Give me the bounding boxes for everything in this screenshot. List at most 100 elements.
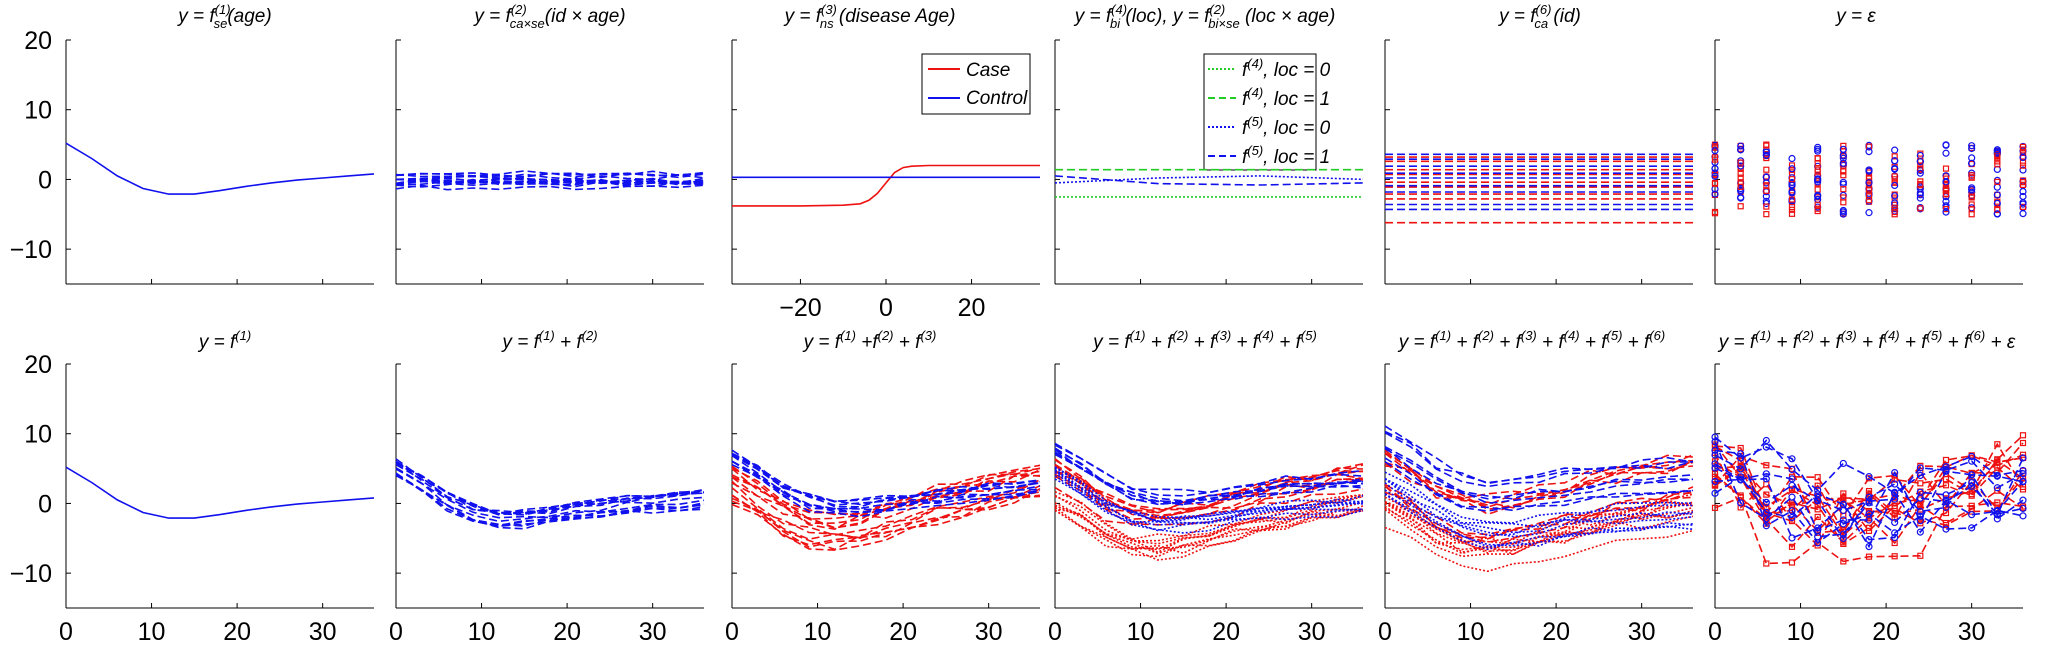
marker [1891,480,1899,488]
marker [1840,490,1847,497]
scatter-point-control [1762,173,1770,181]
band-line [1384,499,1694,545]
band-line [395,177,705,185]
scatter-point-case [1942,206,1950,213]
marker [1865,473,1873,481]
marker [1917,552,1924,559]
x-tick-label: 10 [1457,618,1485,646]
marker [1968,452,1976,461]
marker [1788,486,1796,494]
band-line [1054,473,1364,517]
scatter-point-case [1917,182,1924,189]
band-line [1714,476,2024,565]
scatter-point-control [1814,145,1822,153]
marker [1788,455,1796,463]
marker [1916,471,1924,480]
band-line [731,460,1041,513]
band-line [1714,441,2024,538]
band-line [1054,501,1364,554]
title-panel-3: y = f(3) ns (disease Age) [783,2,956,31]
marker [1814,506,1821,513]
scatter-point-control [1737,162,1745,170]
band-line [1054,453,1364,506]
marker [1788,475,1796,483]
band-line [1384,482,1694,538]
band-line [731,454,1041,510]
y-tick-label: 0 [38,490,52,518]
band-line [1384,478,1694,528]
marker [1762,498,1770,507]
band-line [1714,475,2024,541]
scatter-point-case [1711,156,1719,163]
scatter-point-control [1737,142,1745,150]
title-panel-12: y = f(1) + f(2) + f(3) + f(4) + f(5) + f… [1717,328,2016,353]
marker [1814,482,1821,489]
title-panel-9: y = f(1) +f(2) + f(3) [802,328,937,353]
scatter-point-control [1942,141,1950,149]
scatter-point-control [1711,147,1719,155]
marker [1737,473,1745,481]
marker [1994,499,2001,506]
marker [1711,451,1719,459]
scatter-point-case [1994,178,2001,185]
band-line [1054,466,1364,522]
band-line [731,454,1041,508]
marker [2019,454,2027,462]
band-line [395,184,705,191]
band-line [395,180,705,188]
marker [1942,463,1950,471]
marker [1968,471,1976,479]
band-line [1384,445,1694,500]
marker [1916,517,1924,525]
scatter-point-control [2019,153,2027,162]
scatter-point-control [2019,210,2027,218]
panel-5 [1384,39,1693,285]
band-line [1714,473,2024,537]
marker [1788,534,1796,542]
band-line [1714,449,2024,544]
marker [1916,464,1924,472]
marker [1711,433,1719,441]
scatter-point-case [2019,181,2027,189]
scatter-point-case [1968,172,1975,179]
panel-9: 0 10 20 30 [725,363,1041,646]
band-line [1054,449,1364,505]
scatter-point-control [1788,165,1796,173]
band-line [1054,491,1364,541]
x-tick-label: 10 [1127,618,1155,646]
scatter-point-case [1788,176,1796,183]
marker [1968,511,1976,519]
x-tick-label: 10 [138,618,166,646]
x-tick-label: 10 [468,618,496,646]
scatter-point-case [1942,191,1950,198]
marker [1814,474,1821,481]
scatter-point-case [1763,182,1770,189]
marker [1916,488,1924,496]
x-tick-label: 0 [1708,618,1722,646]
x-tick-label: 0 [1048,618,1062,646]
scatter-point-case [1737,159,1744,166]
svg-text:f(5), loc = 1: f(5), loc = 1 [1242,143,1330,168]
band-line [1384,489,1694,548]
scatter-point-case [1814,205,1821,212]
scatter-point-case [1711,180,1719,187]
panel-12: 0 10 20 30 [1708,363,2027,646]
x-tick-label: 0 [59,618,73,646]
marker [1711,504,1719,511]
marker [1942,525,1950,533]
marker [1840,496,1847,503]
series-f-5-loc-1 [1054,175,1364,186]
scatter-point-control [1788,178,1796,187]
band-line [1384,461,1694,512]
y-tick-label: −10 [10,560,52,588]
scatter-point-control [1968,159,1976,167]
marker [1839,459,1847,468]
scatter-point-case [1942,187,1950,194]
scatter-point-case [1763,211,1770,218]
x-tick-label: 20 [553,618,581,646]
legend-panel-4: f(4), loc = 0 f(4), loc = 1 f(5), loc = … [1203,53,1331,171]
scatter-point-control [1814,176,1822,184]
marker [1891,495,1899,503]
band-line [395,179,705,187]
plots: −10 0 10 20 −20 0 20 −10 0 10 20 0 10 20 30 0 10 20 30 0 10 2… [10,27,2027,646]
